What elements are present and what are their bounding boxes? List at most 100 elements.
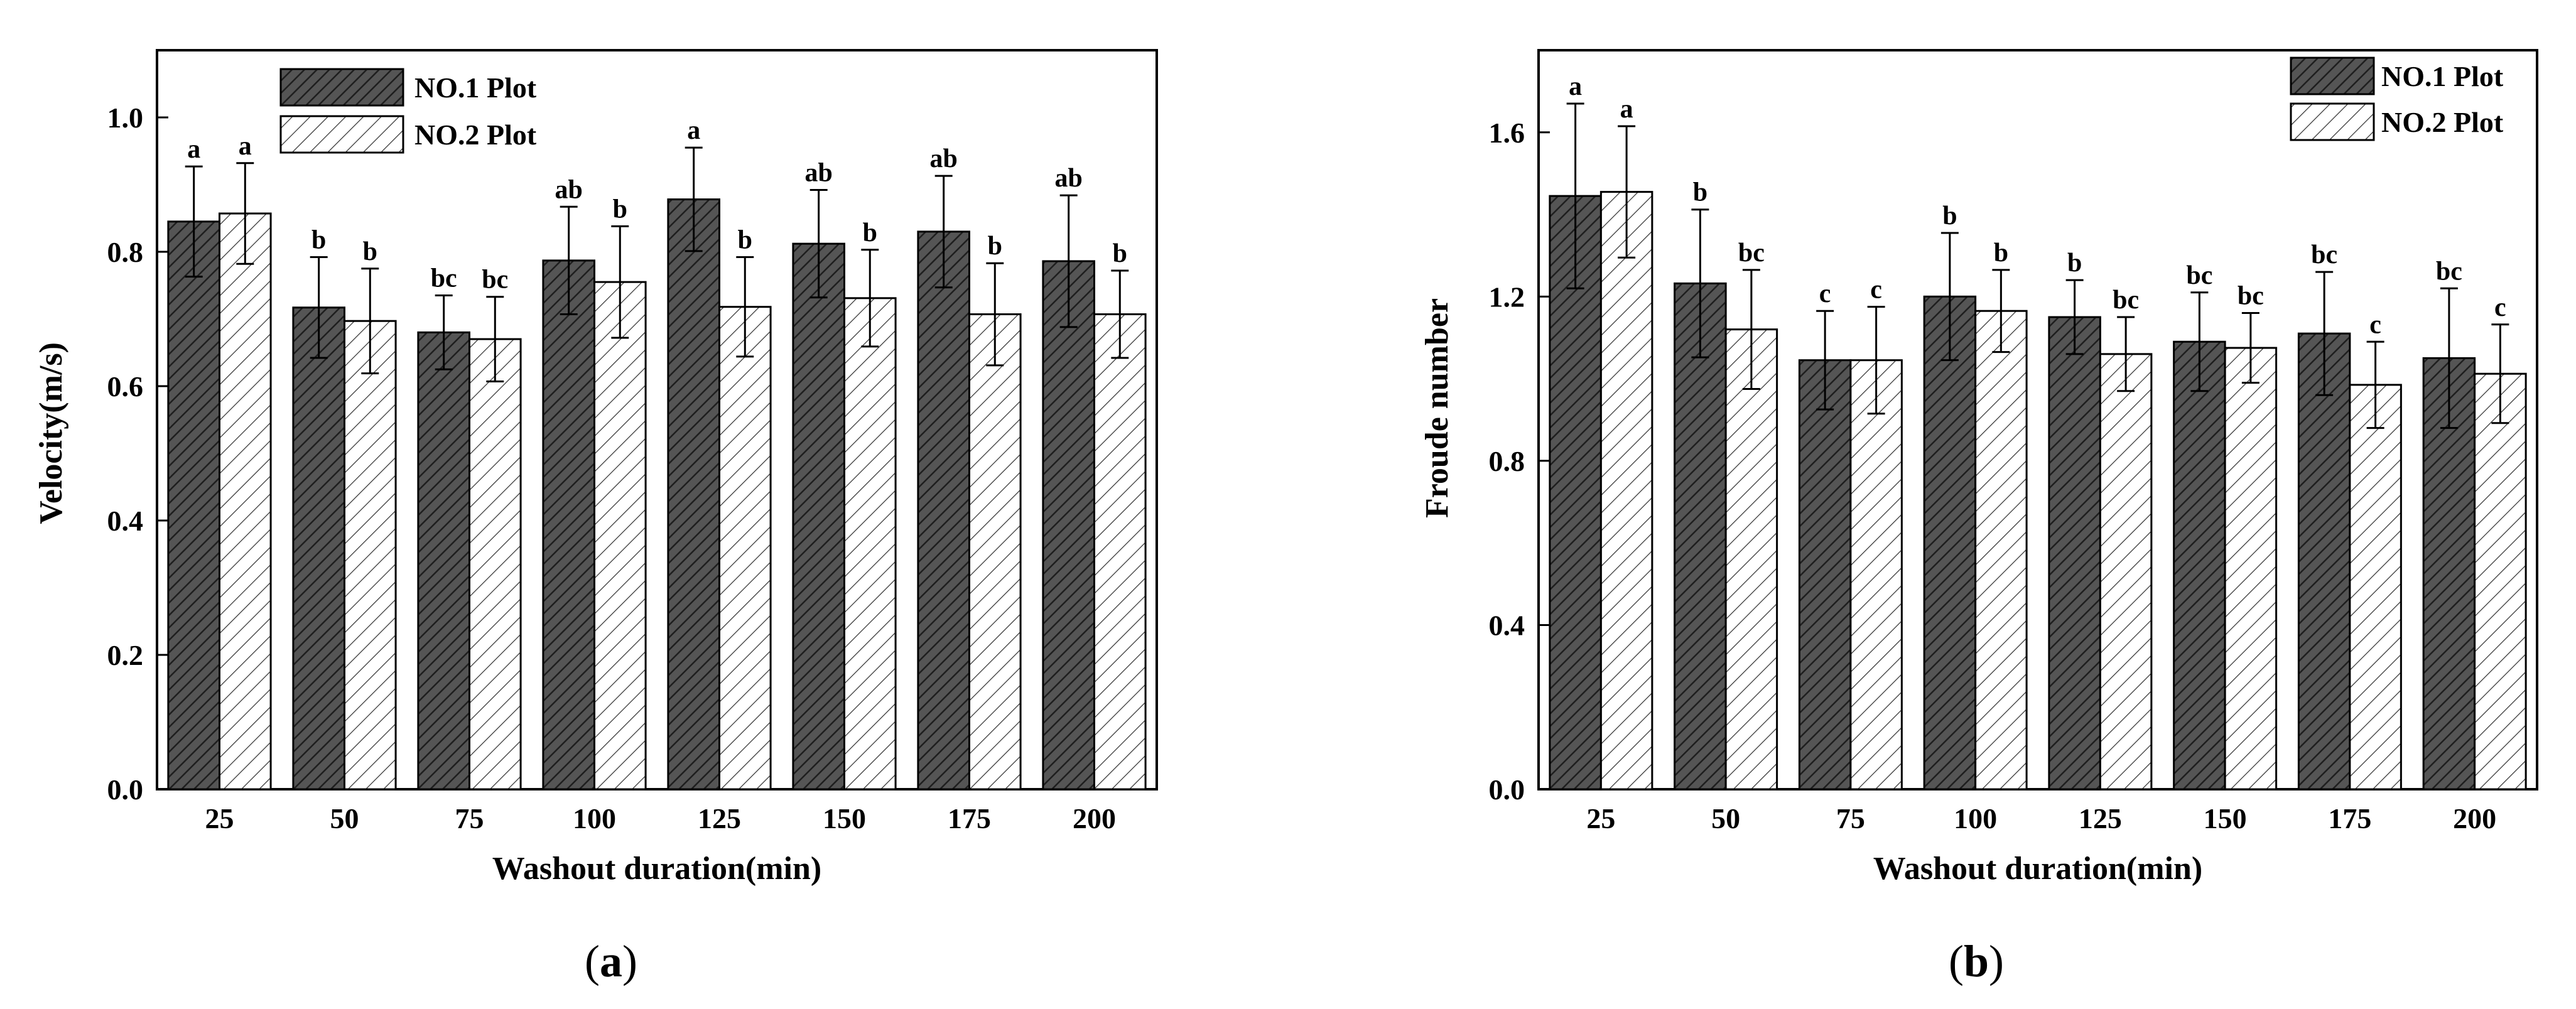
bar-plot2 — [2474, 372, 2527, 790]
y-tick-label: 0.2 — [107, 639, 144, 671]
y-tick-label: 0.8 — [107, 236, 144, 268]
bar-plot1 — [1042, 260, 1096, 790]
significance-letter: b — [363, 237, 377, 266]
chart-velocity: Washout duration(min) Velocity(m/s) NO.1… — [33, 49, 1158, 986]
significance-letter: b — [613, 195, 627, 224]
legend-item-plot1: NO.1 Plot — [279, 68, 537, 107]
x-axis-label: Washout duration(min) — [492, 851, 821, 887]
bar-plot2 — [468, 338, 522, 790]
bar-plot2 — [2099, 353, 2153, 790]
y-tick-label: 1.0 — [107, 102, 144, 134]
bar-plot2 — [2224, 347, 2278, 790]
x-tick-label: 50 — [330, 802, 359, 834]
significance-letter: c — [2494, 293, 2506, 322]
x-tick-label: 125 — [2079, 802, 2122, 834]
x-axis-label: Washout duration(min) — [1873, 851, 2202, 887]
significance-letter: a — [239, 132, 252, 161]
bar-plot2 — [2349, 384, 2402, 790]
significance-letter: b — [863, 219, 877, 247]
legend-label-plot1: NO.1 Plot — [2381, 60, 2504, 92]
y-axis-label: Froude number — [1419, 298, 1455, 518]
bar-plot1 — [1798, 359, 1852, 790]
bar-plot2 — [1724, 328, 1778, 790]
legend-label-plot2: NO.2 Plot — [414, 119, 537, 151]
legend-item-plot2: NO.2 Plot — [2290, 102, 2504, 141]
x-tick-label: 125 — [698, 802, 741, 834]
bar-plot1 — [2422, 357, 2476, 790]
x-tick-label: 150 — [823, 802, 866, 834]
x-tick-label: 50 — [1711, 802, 1740, 834]
x-tick-label: 200 — [1073, 802, 1116, 834]
bar-plot2 — [968, 313, 1022, 790]
significance-letter: bc — [2436, 257, 2462, 286]
y-tick-label: 0.4 — [107, 505, 144, 537]
bar-plot1 — [542, 259, 595, 790]
bar-plot2 — [718, 306, 772, 790]
legend-label-plot1: NO.1 Plot — [414, 72, 537, 104]
y-tick-label: 0.0 — [1489, 774, 1525, 806]
x-tick-label: 25 — [1586, 802, 1615, 834]
significance-letter: b — [1994, 239, 2008, 267]
x-tick-label: 75 — [1836, 802, 1865, 834]
bar-plot2 — [593, 281, 647, 790]
x-tick-label: 25 — [205, 802, 234, 834]
legend-swatch-plot2 — [279, 115, 404, 154]
x-tick-label: 175 — [948, 802, 991, 834]
x-tick-label: 200 — [2453, 802, 2496, 834]
significance-letter: b — [1942, 202, 1957, 230]
significance-letter: a — [687, 116, 700, 145]
y-tick-label: 1.6 — [1489, 117, 1525, 149]
bar-plot2 — [1849, 359, 1903, 790]
y-tick-label: 0.8 — [1489, 445, 1525, 477]
significance-letter: a — [1569, 72, 1582, 101]
significance-letter: c — [1870, 276, 1882, 305]
bar-plot1 — [667, 198, 721, 790]
significance-letter: b — [311, 226, 326, 255]
legend: NO.1 Plot NO.2 Plot — [2290, 57, 2504, 141]
bar-plot1 — [792, 242, 846, 790]
significance-letter: c — [1819, 279, 1831, 308]
panel-label-b: (b) — [1949, 936, 2004, 986]
bar-plot2 — [344, 320, 397, 790]
significance-letter: bc — [1738, 239, 1765, 267]
legend-swatch-plot2 — [2290, 102, 2375, 141]
x-tick-label: 100 — [1954, 802, 1997, 834]
legend: NO.1 Plot NO.2 Plot — [279, 68, 537, 154]
bar-plot2 — [843, 297, 897, 790]
significance-letter: ab — [1055, 164, 1083, 193]
bar-plot1 — [917, 230, 971, 790]
x-tick-label: 175 — [2328, 802, 2371, 834]
bar-plot2 — [1599, 191, 1653, 790]
legend-swatch-plot1 — [2290, 57, 2375, 95]
significance-letter: bc — [2186, 261, 2212, 290]
bar-plot2 — [219, 212, 272, 790]
bar-plot1 — [2297, 332, 2351, 790]
bar-plot2 — [1093, 313, 1147, 790]
x-tick-label: 150 — [2204, 802, 2247, 834]
bar-plot1 — [1674, 282, 1727, 790]
y-tick-label: 0.6 — [107, 370, 144, 402]
significance-letter: ab — [930, 144, 958, 173]
significance-letter: b — [1693, 178, 1707, 207]
significance-letter: b — [2067, 249, 2082, 278]
bar-plot1 — [2173, 340, 2226, 790]
significance-letter: bc — [431, 264, 457, 293]
significance-letter: bc — [482, 266, 508, 294]
bar-plot1 — [167, 220, 220, 790]
significance-letter: b — [1113, 239, 1127, 268]
significance-letter: bc — [2113, 286, 2139, 315]
plot-frame — [1537, 49, 2538, 790]
significance-letter: ab — [805, 159, 833, 188]
significance-letter: b — [738, 226, 752, 255]
bar-plot1 — [1923, 295, 1977, 790]
panel-label-a: (a) — [585, 936, 637, 986]
y-tick-label: 0.0 — [107, 774, 144, 806]
x-tick-label: 100 — [573, 802, 616, 834]
x-tick-label: 75 — [455, 802, 484, 834]
bar-plot1 — [417, 331, 470, 790]
significance-letter: bc — [2311, 240, 2337, 269]
bar-plot2 — [1974, 310, 2028, 790]
legend-swatch-plot1 — [279, 68, 404, 107]
chart-froude: Washout duration(min) Froude number NO.1… — [1419, 49, 2538, 986]
